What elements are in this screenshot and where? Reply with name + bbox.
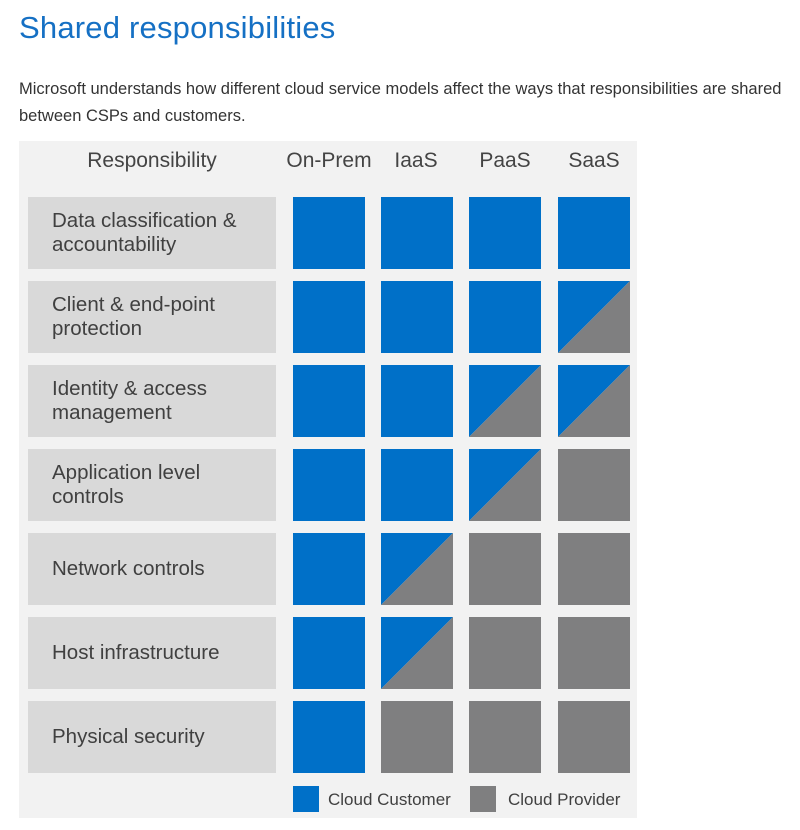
- responsibility-matrix: Responsibility On-Prem IaaS PaaS SaaS Da…: [19, 141, 637, 818]
- cell-customer: [293, 617, 365, 689]
- cell-shared: [381, 617, 453, 689]
- cell-provider-half: [558, 365, 630, 437]
- cell-provider: [469, 617, 541, 689]
- cell-provider: [558, 617, 630, 689]
- cell-provider-half: [558, 281, 630, 353]
- page-title: Shared responsibilities: [19, 10, 336, 45]
- cell-customer: [381, 449, 453, 521]
- cell-customer: [293, 701, 365, 773]
- cell-customer: [293, 449, 365, 521]
- row-label-text: Physical security: [52, 725, 205, 748]
- row-label: Application level controls: [28, 449, 276, 521]
- cell-customer: [293, 365, 365, 437]
- cell-provider: [558, 533, 630, 605]
- intro-paragraph: Microsoft understands how different clou…: [19, 80, 782, 125]
- cell-provider: [381, 701, 453, 773]
- row-label-text: Identity & access management: [52, 377, 207, 424]
- responsibility-header: Responsibility: [87, 149, 217, 172]
- row-label: Data classification & accountability: [28, 197, 276, 269]
- cell-provider-half: [381, 533, 453, 605]
- cell-provider-half: [381, 617, 453, 689]
- legend-provider-label: Cloud Provider: [508, 790, 621, 809]
- legend-customer-label: Cloud Customer: [328, 790, 451, 809]
- legend-customer-swatch: [293, 786, 319, 812]
- cell-shared: [558, 365, 630, 437]
- cell-customer: [469, 197, 541, 269]
- cell-customer: [381, 281, 453, 353]
- row-label: Identity & access management: [28, 365, 276, 437]
- cell-provider: [558, 449, 630, 521]
- cell-customer: [558, 197, 630, 269]
- column-header-saas: SaaS: [568, 149, 620, 172]
- row-label: Host infrastructure: [28, 617, 276, 689]
- cell-customer: [293, 197, 365, 269]
- cell-shared: [469, 449, 541, 521]
- cell-shared: [558, 281, 630, 353]
- cell-customer: [293, 533, 365, 605]
- cell-customer: [381, 365, 453, 437]
- cell-customer: [469, 281, 541, 353]
- column-header-on-prem: On-Prem: [286, 149, 372, 172]
- row-label-text: Network controls: [52, 557, 205, 580]
- row-label: Physical security: [28, 701, 276, 773]
- cell-provider: [469, 701, 541, 773]
- cell-customer: [381, 197, 453, 269]
- cell-provider: [558, 701, 630, 773]
- cell-provider-half: [469, 449, 541, 521]
- row-label: Client & end-point protection: [28, 281, 276, 353]
- cell-shared: [469, 365, 541, 437]
- row-label-text: Data classification & accountability: [52, 209, 237, 256]
- column-header-iaas: IaaS: [394, 149, 438, 172]
- row-label: Network controls: [28, 533, 276, 605]
- row-label-text: Application level controls: [52, 461, 201, 508]
- legend-provider-swatch: [470, 786, 496, 812]
- row-label-text: Host infrastructure: [52, 641, 220, 664]
- row-label-text: Client & end-point protection: [52, 293, 215, 340]
- cell-shared: [381, 533, 453, 605]
- column-header-paas: PaaS: [479, 149, 531, 172]
- cell-customer: [293, 281, 365, 353]
- cell-provider: [469, 533, 541, 605]
- cell-provider-half: [469, 365, 541, 437]
